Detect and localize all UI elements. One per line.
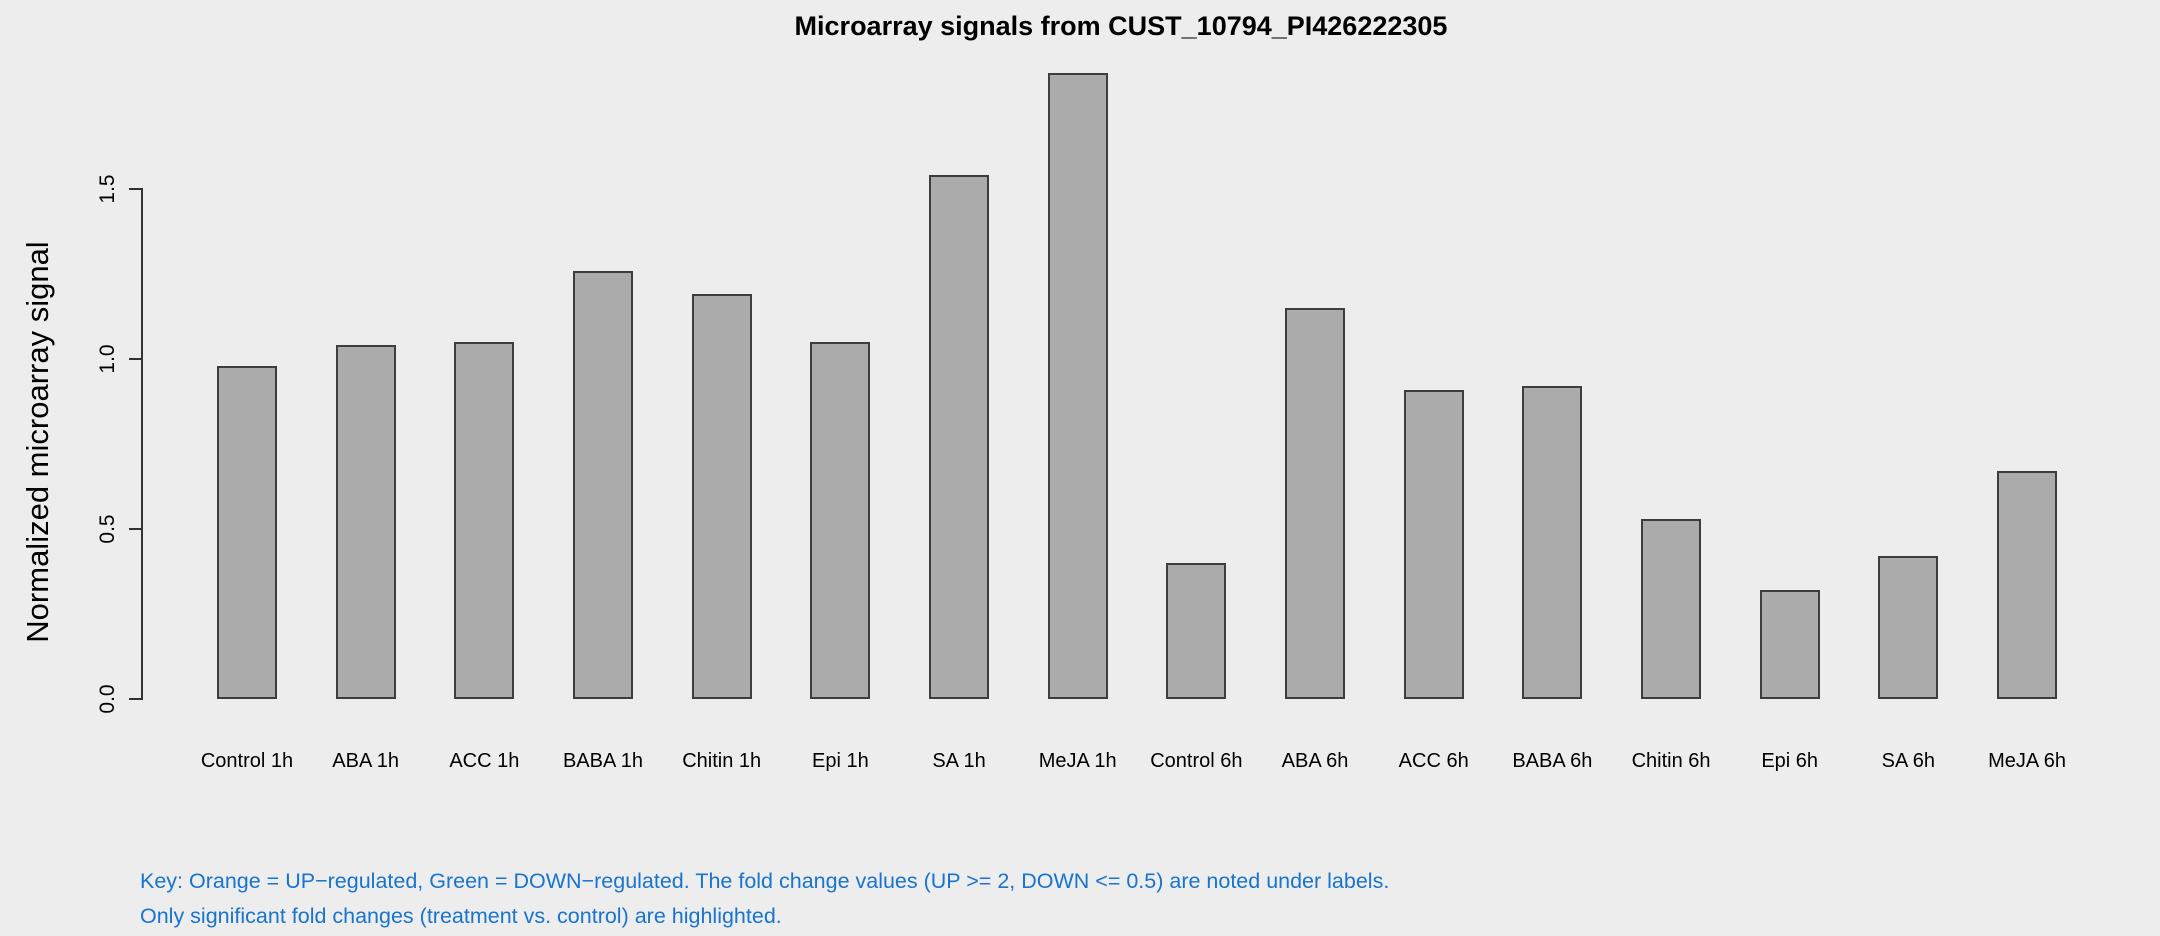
bar-epi-6h xyxy=(1759,590,1820,699)
x-tick-label-acc-6h: ACC 6h xyxy=(1398,750,1469,772)
bar-control-6h xyxy=(1166,563,1227,699)
bar-epi-1h xyxy=(810,342,871,699)
bar-chitin-1h xyxy=(691,294,752,699)
chart-title: Microarray signals from CUST_10794_PI426… xyxy=(794,11,1448,41)
x-tick-label-aba-1h: ABA 1h xyxy=(332,750,400,772)
x-tick-label-epi-1h: Epi 1h xyxy=(811,750,869,772)
x-tick-label-meja-1h: MeJA 1h xyxy=(1038,750,1117,772)
y-tick xyxy=(129,358,142,360)
bar-control-1h xyxy=(217,365,277,699)
bar-aba-6h xyxy=(1285,308,1346,699)
key-note-line-1: Key: Orange = UP−regulated, Green = DOWN… xyxy=(140,869,1390,893)
y-tick xyxy=(129,188,142,190)
y-tick-label-1.0: 1.0 xyxy=(96,344,119,374)
x-tick-label-sa-6h: SA 6h xyxy=(1881,750,1936,772)
x-tick-label-baba-6h: BABA 6h xyxy=(1512,750,1593,772)
y-tick xyxy=(129,528,142,530)
bar-aba-1h xyxy=(335,345,396,699)
bar-sa-1h xyxy=(929,175,990,699)
x-tick-label-meja-6h: MeJA 6h xyxy=(1988,750,2066,772)
bar-chitin-6h xyxy=(1641,518,1702,699)
x-tick-label-chitin-1h: Chitin 1h xyxy=(682,750,762,772)
bar-sa-6h xyxy=(1878,556,1939,699)
x-tick-label-aba-6h: ABA 6h xyxy=(1281,750,1349,772)
x-tick-label-chitin-6h: Chitin 6h xyxy=(1631,750,1711,772)
y-axis-line xyxy=(141,188,143,700)
bar-acc-1h xyxy=(454,342,515,699)
y-tick-label-0.5: 0.5 xyxy=(96,514,119,544)
bar-baba-1h xyxy=(573,270,633,699)
x-tick-label-sa-1h: SA 1h xyxy=(932,750,986,772)
y-tick-label-1.5: 1.5 xyxy=(96,174,119,204)
bar-acc-6h xyxy=(1403,389,1464,699)
y-axis-title: Normalized microarray signal xyxy=(20,241,55,643)
y-tick-label-0.0: 0.0 xyxy=(96,684,119,714)
bar-meja-1h xyxy=(1047,73,1108,699)
bar-baba-6h xyxy=(1522,386,1583,699)
x-tick-label-control-1h: Control 1h xyxy=(200,750,294,772)
x-tick-label-control-6h: Control 6h xyxy=(1150,750,1243,772)
x-tick-label-epi-6h: Epi 6h xyxy=(1761,750,1819,772)
x-tick-label-baba-1h: BABA 1h xyxy=(562,750,644,772)
y-tick xyxy=(129,698,142,700)
x-tick-label-acc-1h: ACC 1h xyxy=(449,750,520,772)
key-note-line-2: Only significant fold changes (treatment… xyxy=(140,904,782,928)
bar-meja-6h xyxy=(1997,471,2058,699)
